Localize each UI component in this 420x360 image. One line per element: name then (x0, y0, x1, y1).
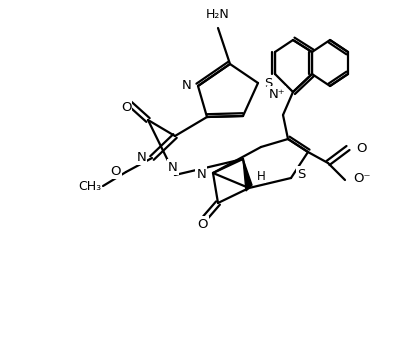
Text: S: S (264, 77, 273, 90)
Text: N: N (168, 161, 178, 174)
Text: N: N (196, 167, 206, 180)
Text: O: O (198, 217, 208, 230)
Text: H₂N: H₂N (206, 8, 230, 21)
Text: O: O (121, 100, 131, 113)
Text: O: O (110, 165, 121, 177)
Text: N: N (181, 78, 191, 91)
Polygon shape (243, 159, 252, 191)
Text: CH₃: CH₃ (78, 180, 101, 193)
Text: N⁺: N⁺ (268, 87, 285, 100)
Text: O⁻: O⁻ (353, 171, 370, 185)
Text: H: H (257, 170, 265, 183)
Text: O: O (356, 141, 367, 154)
Text: N: N (136, 150, 146, 163)
Text: S: S (297, 167, 305, 180)
